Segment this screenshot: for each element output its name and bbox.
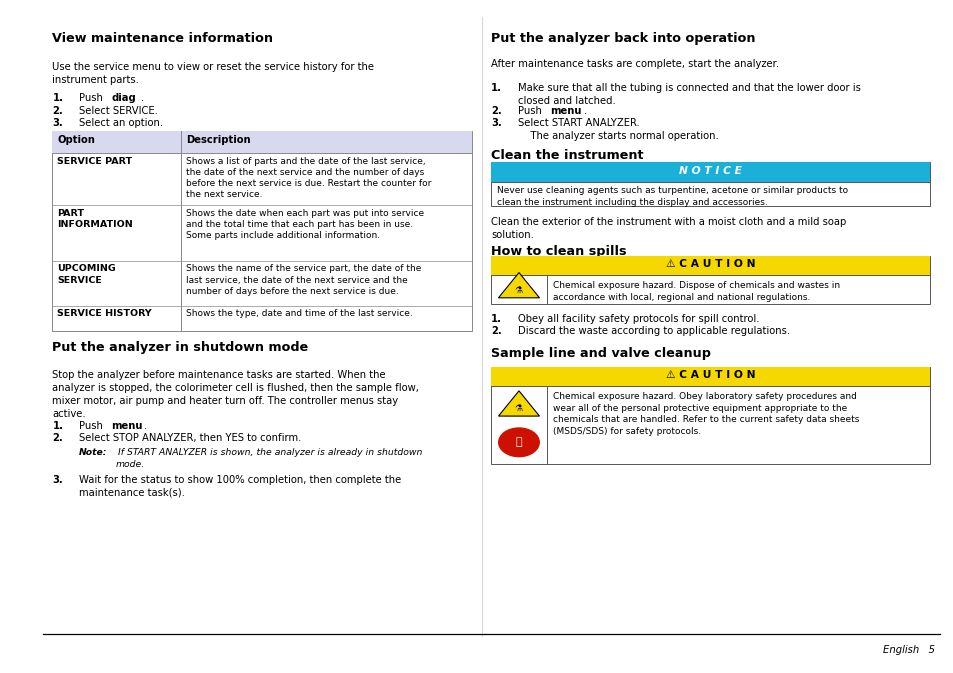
Text: Use the service menu to view or reset the service history for the
instrument par: Use the service menu to view or reset th… (52, 62, 375, 85)
Text: Shows the name of the service part, the date of the
last service, the date of th: Shows the name of the service part, the … (186, 264, 421, 295)
Text: PART
INFORMATION: PART INFORMATION (57, 209, 132, 229)
Text: menu: menu (550, 106, 581, 116)
Text: N O T I C E: N O T I C E (679, 166, 741, 176)
Text: Select START ANALYZER.
    The analyzer starts normal operation.: Select START ANALYZER. The analyzer star… (517, 118, 718, 141)
Text: Stop the analyzer before maintenance tasks are started. When the
analyzer is sto: Stop the analyzer before maintenance tas… (52, 370, 419, 419)
Bar (491, 367, 929, 464)
Text: 2.: 2. (491, 106, 501, 116)
Bar (491, 256, 929, 275)
Text: How to clean spills: How to clean spills (491, 245, 626, 258)
Text: Select STOP ANALYZER, then YES to confirm.: Select STOP ANALYZER, then YES to confir… (79, 433, 301, 444)
Text: Never use cleaning agents such as turpentine, acetone or similar products to
cle: Never use cleaning agents such as turpen… (497, 186, 847, 207)
Text: Push: Push (79, 93, 106, 103)
Text: English   5: English 5 (882, 645, 934, 655)
Text: Put the analyzer in shutdown mode: Put the analyzer in shutdown mode (52, 341, 309, 354)
Text: SERVICE PART: SERVICE PART (57, 157, 132, 166)
Text: ⚗: ⚗ (515, 404, 522, 413)
Circle shape (498, 428, 538, 456)
Text: Clean the exterior of the instrument with a moist cloth and a mild soap
solution: Clean the exterior of the instrument wit… (491, 217, 845, 240)
Bar (52, 131, 472, 153)
Text: Wait for the status to show 100% completion, then complete the
maintenance task(: Wait for the status to show 100% complet… (79, 475, 401, 498)
Bar (52, 131, 472, 331)
Text: 2.: 2. (52, 106, 63, 116)
Text: Discard the waste according to applicable regulations.: Discard the waste according to applicabl… (517, 326, 789, 336)
Text: .: . (141, 93, 144, 103)
Text: ⚠ C A U T I O N: ⚠ C A U T I O N (665, 370, 755, 380)
Text: 3.: 3. (52, 118, 63, 129)
Polygon shape (498, 273, 539, 297)
Text: Select SERVICE.: Select SERVICE. (79, 106, 158, 116)
Text: SERVICE HISTORY: SERVICE HISTORY (57, 309, 152, 318)
Bar (491, 367, 929, 386)
Text: Shows the type, date and time of the last service.: Shows the type, date and time of the las… (186, 309, 413, 318)
Text: Make sure that all the tubing is connected and that the lower door is
closed and: Make sure that all the tubing is connect… (517, 83, 860, 106)
Text: menu: menu (112, 421, 143, 431)
Text: Select an option.: Select an option. (79, 118, 163, 129)
Bar (491, 162, 929, 182)
Bar (491, 162, 929, 206)
Polygon shape (498, 391, 539, 416)
Text: Note:: Note: (79, 448, 108, 457)
Text: ⚗: ⚗ (515, 286, 522, 295)
Text: ⚠ C A U T I O N: ⚠ C A U T I O N (665, 259, 755, 269)
Text: Obey all facility safety protocols for spill control.: Obey all facility safety protocols for s… (517, 314, 759, 324)
Text: .: . (583, 106, 586, 116)
Text: 1.: 1. (52, 93, 64, 103)
Text: If START ANALYZER is shown, the analyzer is already in shutdown
mode.: If START ANALYZER is shown, the analyzer… (115, 448, 422, 468)
Text: 1.: 1. (491, 83, 502, 94)
Text: UPCOMING
SERVICE: UPCOMING SERVICE (57, 264, 116, 285)
Text: Chemical exposure hazard. Dispose of chemicals and wastes in
accordance with loc: Chemical exposure hazard. Dispose of che… (553, 281, 840, 302)
Text: Push: Push (517, 106, 544, 116)
Text: Shows the date when each part was put into service
and the total time that each : Shows the date when each part was put in… (186, 209, 424, 240)
Text: diag: diag (112, 93, 136, 103)
Text: Clean the instrument: Clean the instrument (491, 149, 643, 162)
Text: Sample line and valve cleanup: Sample line and valve cleanup (491, 347, 711, 360)
Text: 3.: 3. (491, 118, 501, 129)
Text: 1.: 1. (52, 421, 64, 431)
Text: 2.: 2. (491, 326, 501, 336)
Text: View maintenance information: View maintenance information (52, 32, 274, 45)
Text: Description: Description (186, 135, 251, 145)
Text: 3.: 3. (52, 475, 63, 485)
Text: Push: Push (79, 421, 106, 431)
Text: Shows a list of parts and the date of the last service,
the date of the next ser: Shows a list of parts and the date of th… (186, 157, 431, 199)
Text: Chemical exposure hazard. Obey laboratory safety procedures and
wear all of the : Chemical exposure hazard. Obey laborator… (553, 392, 859, 435)
Text: ⛔: ⛔ (516, 437, 521, 448)
Text: 1.: 1. (491, 314, 502, 324)
Text: 2.: 2. (52, 433, 63, 444)
Text: Option: Option (57, 135, 95, 145)
Text: .: . (144, 421, 147, 431)
Text: After maintenance tasks are complete, start the analyzer.: After maintenance tasks are complete, st… (491, 59, 779, 69)
Text: Put the analyzer back into operation: Put the analyzer back into operation (491, 32, 755, 45)
Bar (491, 256, 929, 304)
